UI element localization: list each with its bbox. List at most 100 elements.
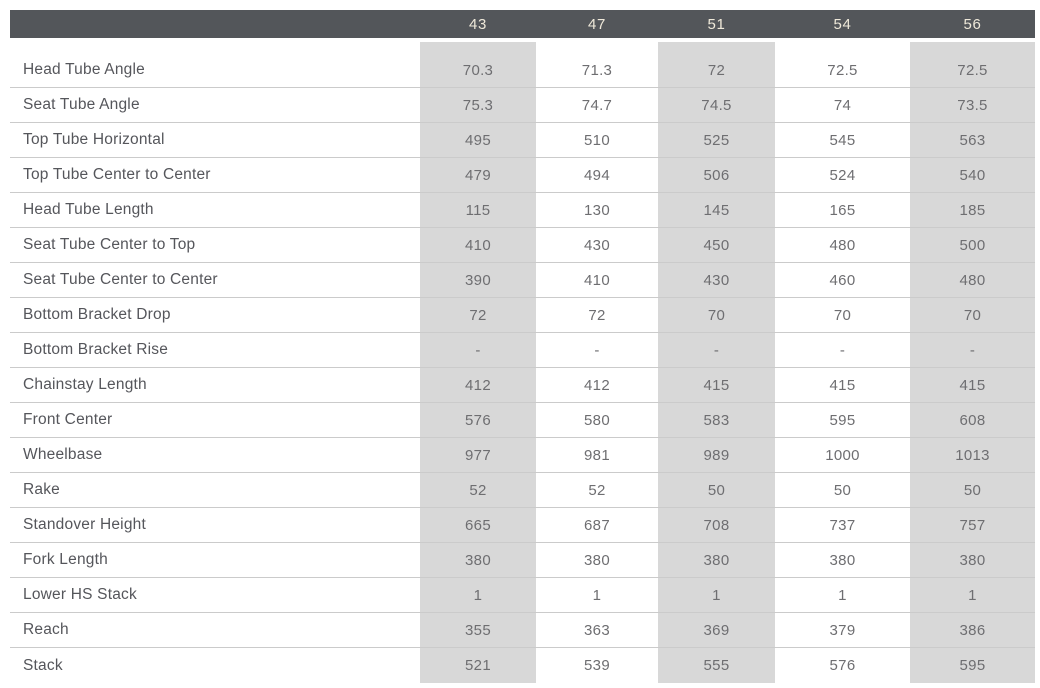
table-row: Fork Length 380 380 380 380 380	[10, 543, 1035, 578]
value-cell: 479	[420, 158, 536, 192]
value-cell: 70	[658, 298, 775, 332]
value-cell: 185	[910, 193, 1035, 227]
value-cell: 539	[584, 657, 610, 674]
value-cell: 563	[910, 123, 1035, 157]
value-cell: 70	[833, 306, 852, 324]
table-row: Head Tube Angle 70.3 71.3 72 72.5 72.5	[10, 53, 1035, 88]
row-label: Top Tube Center to Center	[23, 166, 211, 183]
value-cell: 480	[829, 236, 856, 254]
row-label: Seat Tube Center to Center	[23, 271, 218, 288]
value-cell: 70	[910, 298, 1035, 332]
value-cell: 410	[420, 228, 536, 262]
value-cell: 757	[910, 508, 1035, 542]
value-cell: 415	[658, 368, 775, 402]
spacer-label-cell	[10, 42, 420, 53]
value-cell: 506	[658, 158, 775, 192]
row-label: Top Tube Horizontal	[23, 131, 165, 148]
row-label: Chainstay Length	[23, 376, 147, 393]
value-cell: 977	[420, 438, 536, 472]
value-cell: 708	[658, 508, 775, 542]
row-label: Bottom Bracket Drop	[23, 306, 171, 323]
value-cell: 72	[588, 306, 606, 324]
value-cell: 510	[584, 131, 610, 149]
value-cell: 74.7	[581, 96, 613, 114]
row-label: Stack	[23, 656, 63, 674]
value-cell: 71.3	[581, 61, 613, 79]
value-cell: -	[839, 341, 846, 359]
table-row: Rake 52 52 50 50 50	[10, 473, 1035, 508]
value-cell: 415	[910, 368, 1035, 402]
size-column-header: 56	[963, 15, 982, 33]
table-row: Bottom Bracket Rise - - - - -	[10, 333, 1035, 368]
value-cell: 410	[584, 271, 610, 289]
spacer-cell	[910, 42, 1035, 53]
value-cell: 50	[658, 473, 775, 507]
value-cell: 386	[910, 613, 1035, 647]
value-cell: 72.5	[827, 61, 858, 79]
value-cell: 460	[829, 271, 856, 289]
value-cell: 1000	[825, 446, 860, 464]
table-row: Top Tube Horizontal 495 510 525 545 563	[10, 123, 1035, 158]
value-cell: 500	[910, 228, 1035, 262]
value-cell: 540	[910, 158, 1035, 192]
row-label: Head Tube Angle	[23, 61, 145, 78]
value-cell: 415	[829, 376, 856, 394]
value-cell: -	[910, 333, 1035, 367]
row-label: Wheelbase	[23, 446, 103, 463]
value-cell: 72	[658, 53, 775, 87]
value-cell: 521	[420, 648, 536, 683]
size-column-header: 51	[707, 15, 726, 33]
value-cell: 380	[420, 543, 536, 577]
row-label: Reach	[23, 621, 69, 638]
table-row: Reach 355 363 369 379 386	[10, 613, 1035, 648]
value-cell: 74.5	[658, 88, 775, 122]
value-cell: 380	[658, 543, 775, 577]
value-cell: 130	[584, 201, 610, 219]
value-cell: 595	[910, 648, 1035, 683]
table-row: Top Tube Center to Center 479 494 506 524 540	[10, 158, 1035, 193]
table-body: Head Tube Angle 70.3 71.3 72 72.5 72.5 Seat Tu…	[10, 53, 1035, 683]
row-label: Lower HS Stack	[23, 586, 137, 603]
value-cell: -	[420, 333, 536, 367]
row-label: Seat Tube Angle	[23, 96, 140, 113]
value-cell: 72	[420, 298, 536, 332]
value-cell: 380	[584, 551, 610, 569]
value-cell: 165	[829, 201, 856, 219]
value-cell: 430	[584, 236, 610, 254]
row-label: Fork Length	[23, 551, 108, 568]
value-cell: 1	[420, 578, 536, 612]
value-cell: 545	[829, 131, 856, 149]
size-column-header: 47	[588, 15, 606, 33]
geometry-table: 43 47 51 54 56 Head Tube Angle 70.3 71.3 72 72.5…	[10, 10, 1035, 683]
table-row: Chainstay Length 412 412 415 415 415	[10, 368, 1035, 403]
value-cell: -	[594, 341, 600, 359]
row-label: Rake	[23, 481, 60, 498]
value-cell: 555	[658, 648, 775, 683]
value-cell: 412	[584, 376, 610, 394]
spacer-cell	[658, 42, 775, 53]
value-cell: 576	[420, 403, 536, 437]
value-cell: 145	[658, 193, 775, 227]
value-cell: 576	[829, 657, 856, 674]
spacer-cell	[420, 42, 536, 53]
value-cell: 494	[584, 166, 610, 184]
value-cell: 524	[829, 166, 856, 184]
value-cell: 583	[658, 403, 775, 437]
value-cell: 430	[658, 263, 775, 297]
value-cell: 989	[658, 438, 775, 472]
value-cell: 52	[420, 473, 536, 507]
value-cell: 450	[658, 228, 775, 262]
value-cell: 525	[658, 123, 775, 157]
table-row: Wheelbase 977 981 989 1000 1013	[10, 438, 1035, 473]
table-row: Front Center 576 580 583 595 608	[10, 403, 1035, 438]
spacer-cell	[775, 42, 910, 53]
table-spacer-row	[10, 42, 1035, 53]
value-cell: 1	[658, 578, 775, 612]
value-cell: 687	[584, 516, 610, 534]
row-label: Front Center	[23, 411, 113, 428]
value-cell: 1	[910, 578, 1035, 612]
value-cell: 495	[420, 123, 536, 157]
value-cell: 580	[584, 411, 610, 429]
value-cell: 74	[833, 96, 852, 114]
value-cell: -	[658, 333, 775, 367]
